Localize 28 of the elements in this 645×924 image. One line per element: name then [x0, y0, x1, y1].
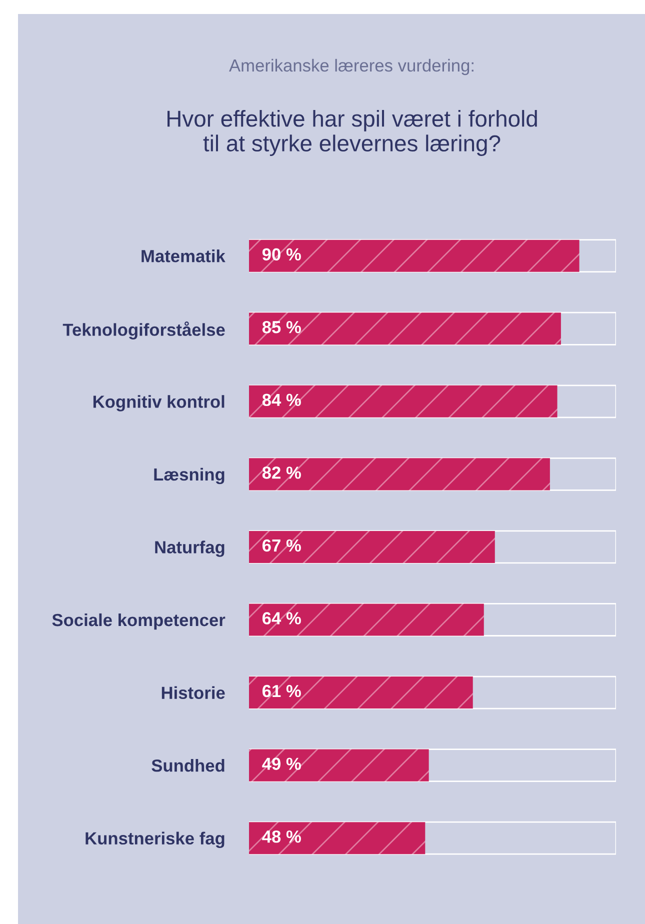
- bar: [249, 749, 429, 782]
- y-tick-label: Kunstneriske fag: [86, 832, 224, 848]
- y-tick-label: Matematik: [142, 250, 226, 262]
- data-label: 61 %: [262, 684, 301, 698]
- y-tick-label: Læsning: [154, 468, 224, 484]
- y-tick-label: Sundhed: [152, 759, 224, 772]
- chart-title: Hvor effektive har spil været i forhold til at styrke elevernes læring?: [168, 110, 537, 156]
- data-label: 82 %: [262, 466, 301, 479]
- chart-subtitle: Amerikanske læreres vurdering:: [229, 58, 474, 76]
- y-tick-label: Historie: [162, 686, 225, 699]
- bar: [249, 604, 484, 636]
- data-label: 48 %: [262, 830, 301, 843]
- bar: [249, 530, 495, 563]
- data-label: 64 %: [262, 612, 301, 624]
- y-tick-label: Kognitiv kontrol: [93, 395, 224, 412]
- y-tick-label: Naturfag: [155, 540, 224, 557]
- data-label: 49 %: [262, 758, 301, 770]
- data-label: 85 %: [262, 320, 301, 334]
- bar: [249, 458, 550, 490]
- data-label: 84 %: [262, 394, 301, 406]
- bar: [249, 676, 473, 709]
- bar: [249, 385, 558, 418]
- bar: [249, 822, 426, 854]
- y-tick-label: Teknologiforståelse: [62, 321, 225, 340]
- data-label: 90 %: [262, 248, 301, 260]
- y-tick-label: Sociale kompetencer: [52, 613, 226, 630]
- data-label: 67 %: [262, 539, 301, 552]
- bar: [249, 312, 561, 345]
